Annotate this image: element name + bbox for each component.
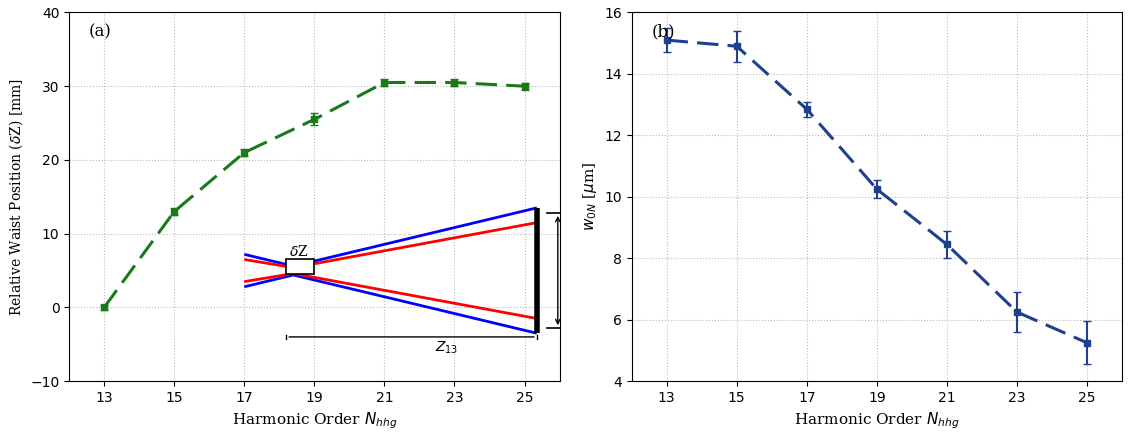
Text: (a): (a) [89,24,112,40]
Text: (b): (b) [651,24,675,40]
Bar [287,259,314,274]
Text: $\delta$Z: $\delta$Z [289,244,308,259]
Text: $Z_{13}$: $Z_{13}$ [435,339,458,356]
Y-axis label: Relative Waist Position ($\delta$Z) [mm]: Relative Waist Position ($\delta$Z) [mm] [7,78,25,316]
Y-axis label: $w_{0N}$ [$\mu$m]: $w_{0N}$ [$\mu$m] [580,162,598,231]
X-axis label: Harmonic Order $N_{hhg}$: Harmonic Order $N_{hhg}$ [231,410,397,431]
X-axis label: Harmonic Order $N_{hhg}$: Harmonic Order $N_{hhg}$ [794,410,960,431]
